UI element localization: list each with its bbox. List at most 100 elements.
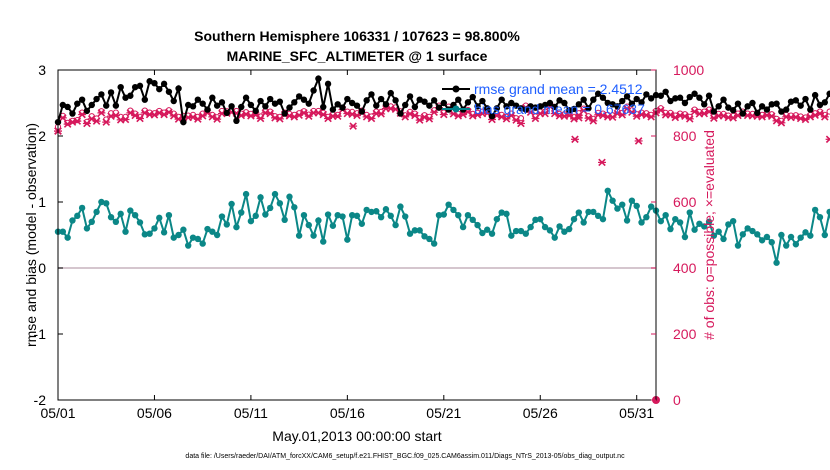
rmse-point [180,118,187,126]
rmse-point [546,99,554,107]
bias-point [811,206,819,214]
obs-possible-series [54,101,830,130]
bias-point [421,233,428,240]
obs-outlier-point [597,158,606,167]
legend-bias-label: bias grand mean = 0.67637 [474,101,645,117]
obs-possible-point [83,118,91,125]
bias-point [734,242,742,249]
rmse-point [628,100,636,107]
rmse-point [353,102,361,109]
bias-point [585,208,592,216]
x-tick-label: 05/31 [619,405,654,421]
bias-point [667,225,674,233]
rmse-point [315,75,322,82]
obs-possible-point [160,109,168,116]
rmse-point [512,102,520,109]
rmse-point [686,93,693,101]
rmse-point [382,101,390,108]
rmse-point [681,99,689,107]
bias-point [816,213,824,221]
obs-possible-point [619,109,626,117]
bias-point [488,230,496,237]
bias-point [204,225,211,233]
obs-possible-point [426,113,433,120]
bias-point [570,215,578,223]
bias-point [541,223,549,231]
bias-point [151,225,158,232]
bias-point [64,234,71,241]
bias-point [676,219,684,226]
bias-point [392,221,399,229]
rmse-point [580,96,587,103]
bias-point [729,217,737,225]
rmse-point [262,103,269,110]
bias-point [233,223,240,231]
rmse-point [127,92,134,99]
rmse-point [334,101,341,108]
rmse-point [522,106,529,113]
bias-point [455,212,462,219]
bias-point [107,213,115,221]
bias-point [638,219,645,226]
legend-rmse-label: rmse grand mean = 2.4512 [474,81,643,97]
rmse-point [710,108,718,115]
obs-possible-point [320,109,327,117]
bias-point [754,231,761,238]
rmse-point [276,98,284,105]
rmse-point [787,98,795,105]
rmse-point [565,107,573,114]
bias-point [93,208,100,216]
bias-point [628,197,636,204]
obs-possible-point [575,110,582,117]
bias-point [271,190,279,198]
obs-possible-point [623,103,631,110]
rmse-point [647,95,655,102]
rmse-point [305,100,312,107]
bias-point [387,212,394,220]
obs-possible-point [88,113,95,120]
obs-possible-point [132,110,139,117]
rmse-point [715,103,722,110]
rmse-point [672,95,679,102]
bias-point [252,212,259,220]
rmse-point [792,97,800,104]
rmse-point [416,96,423,103]
rmse-point [609,101,616,108]
bias-point [749,227,756,235]
rmse-point [758,103,766,110]
rmse-point [344,95,351,103]
rmse-point [156,85,163,93]
rmse-point [749,99,756,107]
bias-point [194,235,202,243]
bias-point [430,240,438,247]
rmse-point [435,104,443,111]
bias-point [146,230,153,237]
bias-point [459,223,467,231]
bias-point [474,221,481,229]
bias-point [300,212,308,219]
rmse-point [590,96,597,103]
rmse-point [705,92,713,99]
obs-possible-point [194,113,201,120]
rmse-point [768,101,775,108]
bias-point [170,234,177,241]
chart-subtitle: MARINE_SFC_ALTIMETER @ 1 surface [227,48,488,64]
obs-possible-point [585,113,592,120]
bias-point [691,226,698,233]
bias-point [744,225,751,232]
rmse-point [406,93,414,100]
rmse-point [122,94,129,101]
obs-possible-point [802,114,809,121]
obs-possible-point [628,107,635,114]
bias-point [763,233,771,241]
rmse-point [464,99,472,106]
rmse-point [551,103,558,111]
bias-point [266,204,274,212]
bias-point [209,228,216,235]
rmse-point [488,113,496,120]
rmse-point [252,107,259,115]
obs-possible-point [532,113,539,120]
obs-possible-point [151,110,158,117]
bias-point [199,240,206,247]
bias-point [440,211,448,218]
